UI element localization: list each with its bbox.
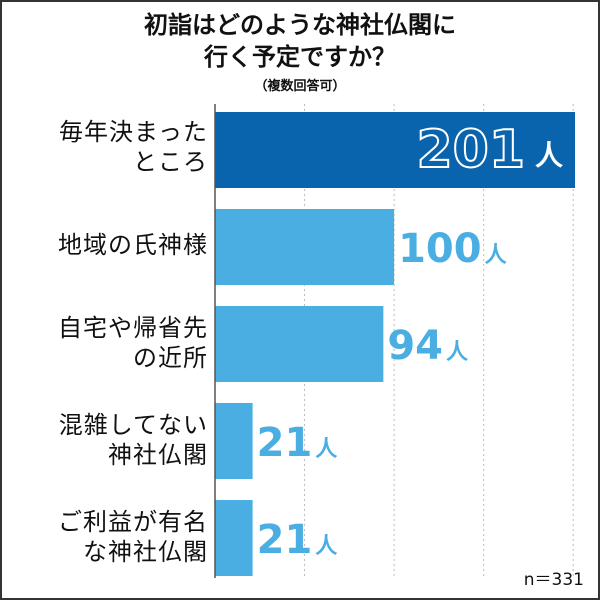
value-label-3: 21 [257, 420, 313, 466]
chart-title-line-1: 初詣はどのような神社仏閣に [144, 11, 456, 39]
category-label-4-line-1: ご利益が有名 [58, 508, 208, 536]
chart-title-line-2: 行く予定ですか？ [204, 43, 396, 71]
value-label-0: 201 [416, 120, 525, 180]
category-label-2: 自宅や帰省先 の近所 [12, 313, 208, 373]
category-label-3-line-1: 混雑してない [58, 411, 208, 439]
category-label-1-line-1: 地域の氏神様 [58, 231, 208, 259]
value-unit-1: 人 [485, 243, 507, 268]
category-label-2-line-1: 自宅や帰省先 [58, 314, 208, 342]
category-label-2-line-2: の近所 [133, 344, 208, 372]
category-label-0-line-1: 毎年決まった [58, 118, 208, 146]
chart-subtitle: （複数回答可） [254, 79, 346, 94]
bar-1 [215, 209, 395, 285]
bar-3 [215, 403, 253, 479]
bar-4 [215, 500, 253, 576]
bar-2 [215, 306, 384, 382]
bar-0 [215, 112, 575, 188]
value-unit-2: 人 [446, 340, 468, 365]
value-label-1: 100 [398, 226, 482, 272]
value-label-4: 21 [257, 517, 313, 563]
category-label-4-line-2: な神社仏閣 [83, 538, 208, 566]
category-label-1: 地域の氏神様 [12, 230, 208, 260]
value-unit-4: 人 [315, 534, 337, 559]
category-label-3: 混雑してない 神社仏閣 [12, 410, 208, 470]
value-unit-3: 人 [315, 437, 337, 462]
category-label-0-line-2: ところ [133, 148, 208, 176]
value-unit-0: 人 [535, 139, 563, 172]
value-label-2: 94 [387, 323, 443, 369]
category-label-4: ご利益が有名 な神社仏閣 [12, 507, 208, 567]
category-label-0: 毎年決まった ところ [12, 117, 208, 177]
sample-size-label: n＝331 [523, 570, 584, 590]
category-label-3-line-2: 神社仏閣 [108, 441, 208, 469]
